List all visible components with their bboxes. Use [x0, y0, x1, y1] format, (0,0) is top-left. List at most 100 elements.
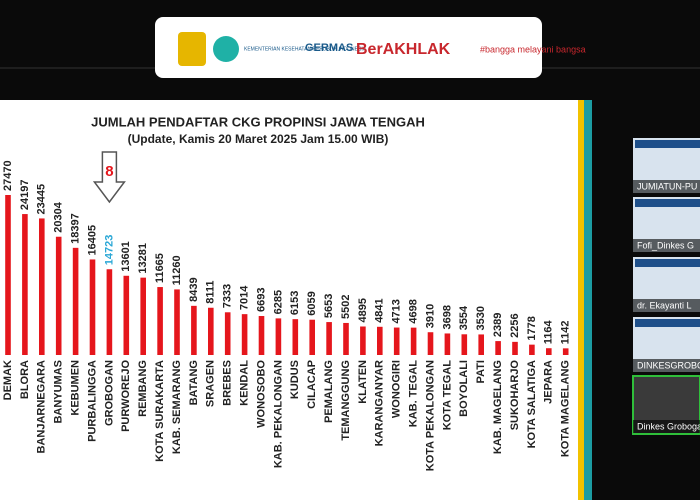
annotation: 8 — [105, 163, 113, 180]
x-tick-label: WONOSOBO — [255, 360, 267, 428]
value-label: 4841 — [374, 298, 386, 322]
x-tick-label: GROBOGAN — [103, 360, 115, 426]
bar — [55, 236, 62, 355]
x-tick-label: CILACAP — [306, 360, 318, 409]
logo-icon — [213, 36, 239, 62]
x-tick-label: KUDUS — [289, 360, 301, 399]
bar — [562, 348, 569, 355]
bar — [5, 195, 11, 355]
value-label: 8111 — [205, 280, 217, 303]
participant-name: JUMIATUN-PU — [637, 181, 697, 191]
bar — [157, 287, 163, 355]
value-label: 4895 — [357, 298, 369, 322]
participant-name: Dinkes Grobogan — [637, 421, 700, 431]
x-tick-label: REMBANG — [137, 360, 149, 417]
bar — [39, 218, 45, 355]
slide — [0, 100, 592, 500]
x-tick-label: SRAGEN — [205, 360, 217, 407]
value-label: 3910 — [424, 304, 436, 328]
value-label: 7014 — [239, 285, 251, 310]
x-tick-label: JEPARA — [543, 360, 555, 404]
logo-icon — [178, 32, 206, 66]
bar — [512, 341, 518, 355]
bar — [275, 318, 282, 355]
x-tick-label: PURWOREJO — [120, 360, 132, 432]
x-tick-label: KOTA SURAKARTA — [154, 360, 166, 462]
logo-text: BerAKHLAK — [356, 41, 451, 58]
x-tick-label: BREBES — [222, 360, 234, 406]
tile-caption-bg — [633, 359, 700, 372]
value-label: 3530 — [475, 306, 487, 330]
participant-name: DINKESGROBO — [637, 360, 700, 370]
bar — [377, 326, 383, 355]
value-label: 18397 — [70, 213, 82, 244]
bar — [393, 327, 400, 355]
value-label: 24197 — [19, 179, 31, 210]
bar — [22, 214, 28, 355]
x-tick-label: BOYOLALI — [458, 360, 470, 417]
chart-title: JUMLAH PENDAFTAR CKG PROPINSI JAWA TENGA… — [91, 114, 425, 129]
x-tick-label: WONOGIRI — [391, 360, 403, 418]
x-tick-label: KLATEN — [357, 360, 369, 404]
logo-bar — [155, 17, 542, 78]
value-label: 1142 — [560, 320, 572, 344]
bar — [89, 259, 96, 355]
x-tick-label: KOTA PEKALONGAN — [424, 360, 436, 471]
value-label: 8439 — [188, 277, 200, 301]
participant-name: Fofi_Dinkes G — [637, 240, 694, 250]
x-tick-label: BATANG — [188, 360, 200, 405]
chart: 27470 DEMAK 24197 BLORA 23445 BANJARNEGARA 203… — [2, 151, 572, 471]
x-tick-label: PURBALINGGA — [86, 360, 98, 442]
x-tick-label: KOTA MAGELANG — [560, 360, 572, 457]
value-label: 6693 — [255, 288, 267, 312]
tile-caption-bg — [633, 420, 700, 433]
bar — [461, 334, 468, 355]
tile-banner — [635, 319, 700, 327]
x-tick-label: PEMALANG — [323, 360, 335, 423]
x-tick-label: BANYUMAS — [53, 360, 65, 424]
bar — [478, 334, 484, 355]
bar — [343, 322, 349, 355]
value-label: 11260 — [171, 255, 183, 285]
bar — [140, 277, 146, 355]
tile-banner — [635, 140, 700, 148]
bar — [292, 319, 299, 355]
slide-stripe — [584, 100, 592, 500]
value-label: 13281 — [137, 243, 149, 274]
value-label: 2256 — [509, 313, 521, 337]
value-label: 2389 — [492, 313, 504, 337]
x-tick-label: KEBUMEN — [70, 360, 82, 416]
tile-caption-bg — [633, 239, 700, 252]
bar — [241, 314, 248, 355]
annotation-arrow — [92, 151, 126, 204]
bar — [529, 344, 535, 355]
value-label: 4698 — [408, 299, 420, 323]
bar — [106, 269, 113, 355]
value-label: 14723 — [103, 235, 115, 266]
value-label: 16405 — [86, 225, 98, 256]
x-tick-label: KARANGANYAR — [374, 360, 386, 446]
bar — [174, 289, 180, 355]
x-tick-label: KOTA SALATIGA — [526, 360, 538, 448]
x-tick-label: KAB. PEKALONGAN — [272, 360, 284, 468]
logo-text: #bangga melayani bangsa — [480, 44, 586, 54]
x-tick-label: BANJARNEGARA — [36, 360, 48, 454]
tile-caption-bg — [633, 299, 700, 312]
bar — [208, 307, 214, 355]
value-label: 6153 — [289, 291, 301, 315]
x-tick-label: KAB. MAGELANG — [492, 360, 504, 454]
bar — [326, 322, 332, 355]
x-tick-label: DEMAK — [2, 360, 14, 400]
value-label: 3698 — [441, 305, 453, 329]
x-tick-label: KENDAL — [239, 360, 251, 406]
value-label: 7333 — [222, 284, 234, 308]
tile-caption-bg — [633, 180, 700, 193]
bar — [258, 316, 265, 355]
bar — [191, 305, 197, 355]
value-label: 11665 — [154, 253, 166, 283]
value-label: 4713 — [391, 299, 403, 323]
logo-text: GERMAS — [305, 42, 353, 54]
slide-stripe — [578, 100, 584, 500]
bar — [410, 327, 417, 355]
